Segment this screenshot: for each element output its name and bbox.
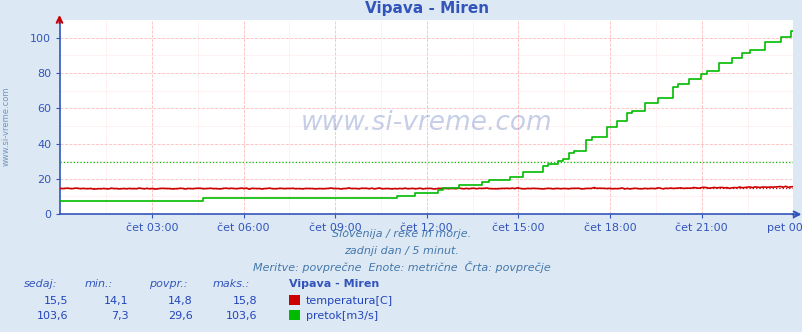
- Text: min.:: min.:: [84, 279, 112, 289]
- Text: temperatura[C]: temperatura[C]: [306, 296, 392, 306]
- Text: 15,8: 15,8: [232, 296, 257, 306]
- Text: 103,6: 103,6: [225, 311, 257, 321]
- Title: Vipava - Miren: Vipava - Miren: [364, 1, 488, 16]
- Text: maks.:: maks.:: [213, 279, 249, 289]
- Text: sedaj:: sedaj:: [24, 279, 58, 289]
- Text: www.si-vreme.com: www.si-vreme.com: [301, 110, 552, 136]
- Text: 14,8: 14,8: [168, 296, 192, 306]
- Text: pretok[m3/s]: pretok[m3/s]: [306, 311, 378, 321]
- Text: Vipava - Miren: Vipava - Miren: [289, 279, 379, 289]
- Text: zadnji dan / 5 minut.: zadnji dan / 5 minut.: [343, 246, 459, 256]
- Text: www.si-vreme.com: www.si-vreme.com: [2, 86, 11, 166]
- Text: Meritve: povprečne  Enote: metrične  Črta: povprečje: Meritve: povprečne Enote: metrične Črta:…: [253, 261, 549, 273]
- Text: Slovenija / reke in morje.: Slovenija / reke in morje.: [331, 229, 471, 239]
- Text: 14,1: 14,1: [103, 296, 128, 306]
- Text: 15,5: 15,5: [43, 296, 68, 306]
- Text: 29,6: 29,6: [168, 311, 192, 321]
- Text: 103,6: 103,6: [37, 311, 68, 321]
- Text: 7,3: 7,3: [111, 311, 128, 321]
- Text: povpr.:: povpr.:: [148, 279, 187, 289]
